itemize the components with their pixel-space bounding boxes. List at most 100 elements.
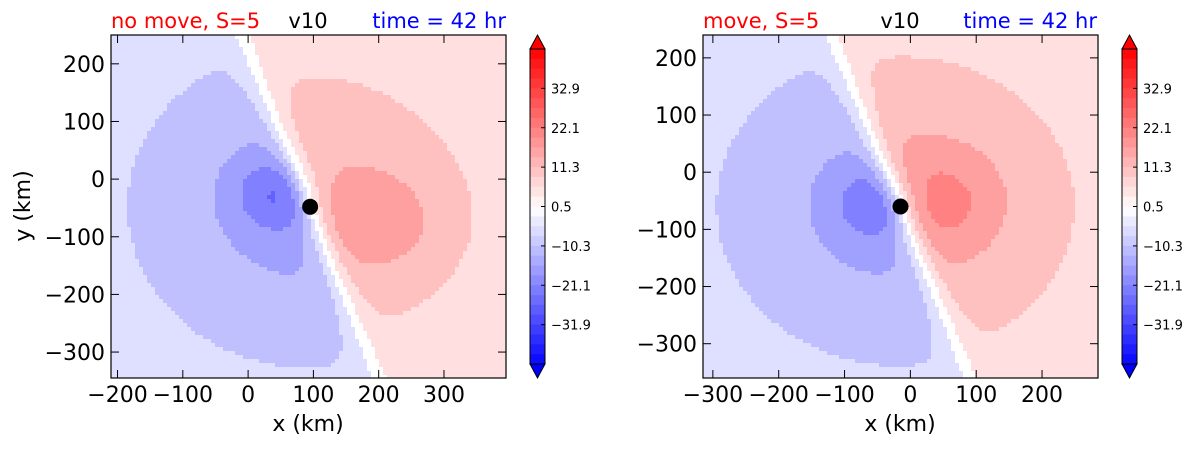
contour-cell bbox=[143, 163, 148, 168]
contour-cell bbox=[291, 275, 296, 280]
contour-cell bbox=[171, 307, 176, 312]
contour-cell bbox=[111, 107, 116, 112]
contour-cell bbox=[311, 343, 316, 348]
contour-cell bbox=[239, 307, 244, 312]
contour-cell bbox=[131, 75, 136, 80]
contour-cell bbox=[179, 303, 184, 308]
contour-cell bbox=[203, 183, 208, 188]
contour-cell bbox=[275, 199, 280, 204]
contour-cell bbox=[235, 227, 240, 232]
contour-cell bbox=[327, 367, 332, 372]
contour-cell bbox=[211, 339, 216, 344]
contour-cell bbox=[267, 323, 272, 328]
contour-cell bbox=[163, 287, 168, 292]
contour-cell bbox=[271, 71, 276, 76]
contour-cell bbox=[199, 247, 204, 252]
contour-cell bbox=[119, 339, 124, 344]
contour-cell bbox=[123, 307, 128, 312]
contour-cell bbox=[251, 263, 256, 268]
contour-cell bbox=[139, 55, 144, 60]
contour-cell bbox=[155, 175, 160, 180]
contour-cell bbox=[311, 323, 316, 328]
contour-cell bbox=[211, 75, 216, 80]
contour-cell bbox=[127, 203, 132, 208]
contour-cell bbox=[295, 163, 300, 168]
contour-cell bbox=[199, 147, 204, 152]
contour-cell bbox=[131, 127, 136, 132]
contour-cell bbox=[263, 283, 268, 288]
contour-cell bbox=[227, 291, 232, 296]
contour-cell bbox=[123, 271, 128, 276]
contour-cell bbox=[335, 199, 340, 204]
contour-cell bbox=[123, 51, 128, 56]
contour-cell bbox=[259, 291, 264, 296]
contour-cell bbox=[235, 351, 240, 356]
contour-cell bbox=[255, 187, 260, 192]
contour-cell bbox=[151, 151, 156, 156]
contour-cell bbox=[315, 71, 320, 76]
contour-cell bbox=[327, 359, 332, 364]
contour-cell bbox=[215, 239, 220, 244]
contour-cell bbox=[299, 299, 304, 304]
contour-cell bbox=[247, 267, 252, 272]
contour-cell bbox=[155, 151, 160, 156]
contour-cell bbox=[223, 127, 228, 132]
contour-cell bbox=[303, 83, 308, 88]
contour-cell bbox=[243, 331, 248, 336]
contour-cell bbox=[295, 283, 300, 288]
contour-cell bbox=[259, 163, 264, 168]
contour-cell bbox=[147, 375, 152, 378]
contour-cell bbox=[295, 135, 300, 140]
contour-cell bbox=[163, 223, 168, 228]
contour-cell bbox=[143, 235, 148, 240]
contour-cell bbox=[171, 55, 176, 60]
contour-cell bbox=[279, 227, 284, 232]
contour-cell bbox=[311, 111, 316, 116]
contour-cell bbox=[223, 59, 228, 64]
contour-cell bbox=[331, 371, 336, 376]
contour-cell bbox=[255, 239, 260, 244]
contour-cell bbox=[155, 47, 160, 52]
contour-cell bbox=[283, 195, 288, 200]
contour-cell bbox=[215, 51, 220, 56]
contour-cell bbox=[339, 371, 344, 376]
contour-cell bbox=[211, 283, 216, 288]
contour-cell bbox=[275, 275, 280, 280]
contour-cell bbox=[179, 351, 184, 356]
contour-cell bbox=[135, 111, 140, 116]
contour-cell bbox=[227, 55, 232, 60]
contour-cell bbox=[295, 111, 300, 116]
contour-cell bbox=[127, 75, 132, 80]
contour-cell bbox=[315, 315, 320, 320]
contour-cell bbox=[175, 43, 180, 48]
contour-cell bbox=[111, 355, 116, 360]
contour-cell bbox=[319, 111, 324, 116]
contour-cell bbox=[271, 339, 276, 344]
contour-cell bbox=[243, 247, 248, 252]
contour-cell bbox=[179, 343, 184, 348]
contour-cell bbox=[327, 255, 332, 260]
contour-cell bbox=[319, 47, 324, 52]
contour-cell bbox=[315, 139, 320, 144]
contour-cell bbox=[239, 255, 244, 260]
contour-cell bbox=[131, 91, 136, 96]
contour-cell bbox=[171, 219, 176, 224]
contour-cell bbox=[223, 207, 228, 212]
contour-cell bbox=[227, 295, 232, 300]
contour-cell bbox=[179, 275, 184, 280]
contour-cell bbox=[211, 331, 216, 336]
contour-cell bbox=[179, 295, 184, 300]
contour-cell bbox=[315, 115, 320, 120]
contour-cell bbox=[203, 195, 208, 200]
contour-cell bbox=[251, 275, 256, 280]
contour-cell bbox=[243, 287, 248, 292]
contour-cell bbox=[163, 175, 168, 180]
contour-cell bbox=[287, 203, 292, 208]
contour-cell bbox=[239, 295, 244, 300]
contour-cell bbox=[135, 123, 140, 128]
contour-cell bbox=[135, 175, 140, 180]
contour-cell bbox=[255, 119, 260, 124]
contour-cell bbox=[135, 231, 140, 236]
contour-cell bbox=[299, 187, 304, 192]
contour-cell bbox=[239, 311, 244, 316]
